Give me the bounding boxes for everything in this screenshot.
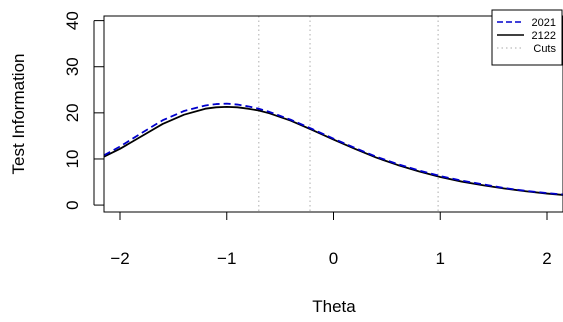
- y-tick-label: 10: [63, 150, 82, 169]
- legend-box: [491, 9, 563, 66]
- x-tick-label: 1: [436, 249, 445, 268]
- x-tick-label: 0: [329, 249, 338, 268]
- x-tick-label: 2: [542, 249, 551, 268]
- x-tick-label: −1: [217, 249, 236, 268]
- legend-label: Cuts: [533, 43, 556, 55]
- y-axis-label: Test Information: [9, 54, 28, 175]
- y-tick-label: 20: [63, 103, 82, 122]
- x-tick-label: −2: [110, 249, 129, 268]
- x-axis-label: Theta: [312, 297, 356, 316]
- legend-label: 2122: [532, 30, 556, 42]
- legend-label: 2021: [532, 17, 556, 29]
- series-line-2122: [103, 105, 563, 196]
- x-axis: −2 −1 0 1 2: [110, 211, 552, 268]
- y-tick-label: 0: [63, 200, 82, 209]
- cut-lines: [258, 16, 439, 212]
- series-line-2021: [103, 102, 563, 196]
- y-axis: 0 10 20 30 40: [63, 11, 104, 210]
- y-tick-label: 30: [63, 57, 82, 76]
- y-tick-label: 40: [63, 11, 82, 30]
- series-lines: [103, 102, 563, 196]
